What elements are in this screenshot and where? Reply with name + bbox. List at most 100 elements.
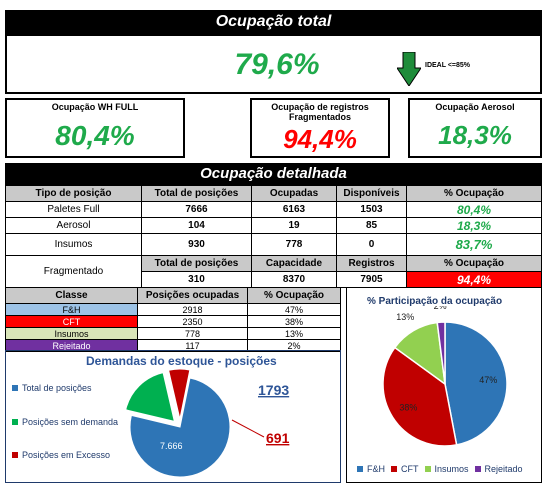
table-cell: 310	[141, 271, 252, 288]
participation-pie-chart: 47% 38% 13% 2%	[382, 306, 508, 447]
table-cell: 104	[141, 217, 252, 234]
table-header: Registros	[336, 255, 407, 272]
table-header: Total de posições	[141, 255, 252, 272]
demand-chart-title: Demandas do estoque - posições	[86, 354, 277, 368]
kpi-fragmentados: Ocupação de registros Fragmentados 94,4%	[250, 98, 390, 158]
table-cell: 83,7%	[406, 233, 542, 256]
legend-item: CFT	[391, 464, 419, 474]
table-cell: 80,4%	[406, 201, 542, 218]
legend-label: F&H	[367, 464, 385, 474]
data-label: 7.666	[160, 441, 183, 451]
table-row: Insumos 930 778 0 83,7%	[5, 233, 542, 256]
detail-title: Ocupação detalhada	[5, 163, 542, 185]
table-row: F&H 2918 47%	[5, 303, 341, 316]
pie-slice	[444, 321, 508, 446]
legend-label: Total de posições	[22, 383, 92, 393]
table-cell: 6163	[251, 201, 337, 218]
data-label: 2%	[434, 306, 447, 311]
table-header-row: Tipo de posição Total de posições Ocupad…	[5, 185, 542, 202]
table-cell: 7905	[336, 271, 407, 288]
table-cell: 930	[141, 233, 252, 256]
table-cell: 1503	[336, 201, 407, 218]
table-header: Disponíveis	[336, 185, 407, 202]
fragmentado-table: Fragmentado Total de posições Capacidade…	[5, 255, 542, 288]
legend-swatch	[424, 466, 431, 472]
table-header: Posições ocupadas	[137, 287, 248, 304]
legend-item: Total de posições	[12, 383, 92, 393]
kpi-wh-full-value: 80,4%	[55, 120, 135, 151]
participation-legend: F&H CFT Insumos Rejeitado	[357, 464, 523, 474]
table-cell: 0	[336, 233, 407, 256]
table-row: Aerosol 104 19 85 18,3%	[5, 217, 542, 234]
table-row: CFT 2350 38%	[5, 315, 341, 328]
leader-line	[231, 419, 265, 438]
data-label: 38%	[399, 402, 417, 412]
table-cell: 94,4%	[406, 271, 542, 288]
table-cell: 7666	[141, 201, 252, 218]
down-arrow-icon	[397, 52, 421, 86]
table-cell: 13%	[247, 327, 341, 340]
legend-item: Posições em Excesso	[12, 450, 110, 460]
table-cell: Insumos	[5, 233, 142, 256]
legend-label: CFT	[401, 464, 419, 474]
fragmentado-label: Fragmentado	[5, 255, 142, 288]
kpi-aerosol-label: Ocupação Aerosol	[435, 102, 515, 112]
legend-swatch	[12, 385, 18, 391]
table-cell: 778	[251, 233, 337, 256]
table-cell: 18,3%	[406, 217, 542, 234]
data-label: 13%	[396, 312, 414, 322]
kpi-fragmentados-value: 94,4%	[283, 124, 357, 154]
data-label: 691	[266, 430, 290, 446]
kpi-fragmentados-label: Ocupação de registros Fragmentados	[271, 102, 369, 122]
legend-item: Insumos	[424, 464, 469, 474]
table-cell: Insumos	[5, 327, 138, 340]
kpi-aerosol: Ocupação Aerosol 18,3%	[408, 98, 542, 158]
table-row: Insumos 778 13%	[5, 327, 341, 340]
table-cell: CFT	[5, 315, 138, 328]
table-header-row: Classe Posições ocupadas % Ocupação	[5, 287, 341, 304]
kpi-wh-full-label: Ocupação WH FULL	[51, 102, 139, 112]
table-cell: 19	[251, 217, 337, 234]
table-header: Ocupadas	[251, 185, 337, 202]
table-row: Rejeitado 117 2%	[5, 339, 341, 352]
table-cell: Paletes Full	[5, 201, 142, 218]
participation-chart-title: % Participação da ocupação	[367, 296, 503, 307]
table-cell: 2918	[137, 303, 248, 316]
table-header: Tipo de posição	[5, 185, 142, 202]
kpi-aerosol-value: 18,3%	[438, 120, 512, 150]
table-cell: 38%	[247, 315, 341, 328]
ideal-label: IDEAL <=85%	[425, 62, 471, 69]
legend-swatch	[12, 452, 18, 458]
table-cell: 8370	[251, 271, 337, 288]
data-label: 47%	[479, 375, 497, 385]
table-header: Capacidade	[251, 255, 337, 272]
table-header: % Ocupação	[247, 287, 341, 304]
legend-swatch	[357, 466, 363, 472]
table-row: Paletes Full 7666 6163 1503 80,4%	[5, 201, 542, 218]
pie-slice	[129, 377, 231, 478]
legend-label: Posições sem demanda	[22, 417, 119, 427]
position-table: Tipo de posição Total de posições Ocupad…	[5, 185, 542, 256]
legend-label: Insumos	[434, 464, 469, 474]
legend-swatch	[474, 466, 481, 472]
class-table: Classe Posições ocupadas % Ocupação F&H …	[5, 287, 341, 352]
pie-slice	[167, 368, 191, 420]
legend-swatch	[12, 419, 18, 425]
kpi-wh-full: Ocupação WH FULL 80,4%	[5, 98, 185, 158]
legend-item: Rejeitado	[474, 464, 523, 474]
table-header: % Ocupação	[406, 255, 542, 272]
page-title: Ocupação total	[5, 10, 542, 34]
table-cell: 2350	[137, 315, 248, 328]
table-cell: 47%	[247, 303, 341, 316]
demand-chart-panel: Demandas do estoque - posições Total de …	[5, 350, 341, 483]
table-cell: F&H	[5, 303, 138, 316]
legend-label: Posições em Excesso	[22, 450, 111, 460]
total-occupation-value: 79,6%	[234, 48, 320, 81]
table-header: Classe	[5, 287, 138, 304]
legend-swatch	[391, 466, 397, 472]
total-occupation-panel: 79,6% IDEAL <=85%	[5, 34, 542, 94]
table-cell: Aerosol	[5, 217, 142, 234]
pie-slice	[382, 346, 458, 447]
table-header: % Ocupação	[406, 185, 542, 202]
table-header: Total de posições	[141, 185, 252, 202]
